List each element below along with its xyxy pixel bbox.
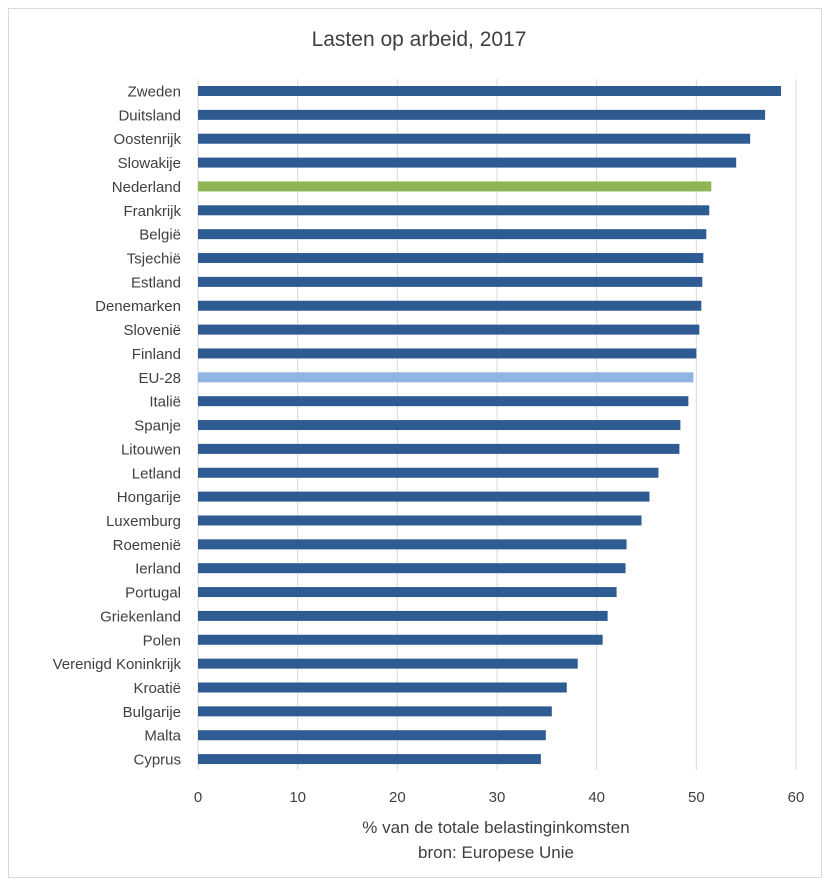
category-label-zweden: Zweden	[128, 84, 181, 101]
category-label-italie: Italië	[149, 394, 181, 411]
bars	[198, 86, 782, 765]
category-label-bulgarije: Bulgarije	[123, 704, 181, 721]
source-label: bron: Europese Unie	[418, 843, 574, 862]
category-label-nederland: Nederland	[112, 179, 181, 196]
bar-roemenie	[198, 539, 627, 550]
category-label-belgie: België	[139, 227, 181, 244]
category-label-griekenland: Griekenland	[100, 608, 181, 625]
x-tick-label: 50	[688, 789, 705, 806]
bar-griekenland	[198, 610, 608, 621]
category-label-kroatie: Kroatië	[133, 680, 181, 697]
x-tick-label: 40	[588, 789, 605, 806]
bar-ierland	[198, 563, 626, 574]
bar-tsjechie	[198, 253, 704, 264]
bar-litouwen	[198, 443, 680, 454]
bar-italie	[198, 396, 689, 407]
bar-nederland	[198, 181, 712, 192]
bar-hongarije	[198, 491, 650, 502]
chart-title: Lasten op arbeid, 2017	[312, 28, 527, 51]
category-labels: Zweden Duitsland Oostenrijk Slowakije Nederl…	[53, 84, 182, 769]
category-label-letland: Letland	[132, 465, 181, 482]
x-tick-labels: 0 10 20 30 40 50 60	[194, 789, 805, 806]
x-tick-label: 0	[194, 789, 202, 806]
category-label-roemenie: Roemenië	[113, 537, 181, 554]
bar-polen	[198, 634, 603, 645]
category-label-luxemburg: Luxemburg	[106, 513, 181, 530]
bar-eu-28	[198, 372, 694, 383]
bar-duitsland	[198, 109, 766, 120]
x-axis-label: % van de totale belastinginkomsten	[362, 818, 629, 837]
category-label-eu-28: EU-28	[138, 370, 181, 387]
bar-slovenie	[198, 324, 700, 335]
category-label-verenigd-koninkrijk: Verenigd Koninkrijk	[53, 656, 182, 673]
bar-denemarken	[198, 300, 702, 311]
bar-estland	[198, 276, 703, 287]
category-label-frankrijk: Frankrijk	[123, 203, 181, 220]
bar-finland	[198, 348, 697, 359]
bar-portugal	[198, 587, 617, 598]
bar-oostenrijk	[198, 133, 751, 144]
bar-malta	[198, 730, 546, 741]
bar-cyprus	[198, 754, 541, 765]
bar-letland	[198, 467, 659, 478]
bar-belgie	[198, 229, 707, 240]
category-label-slovenie: Slovenië	[123, 322, 181, 339]
bar-kroatie	[198, 682, 567, 693]
category-label-denemarken: Denemarken	[95, 298, 181, 315]
category-label-polen: Polen	[143, 632, 181, 649]
x-tick-label: 20	[389, 789, 406, 806]
category-label-litouwen: Litouwen	[121, 441, 181, 458]
bar-slowakije	[198, 157, 737, 168]
x-tick-label: 30	[489, 789, 506, 806]
x-tick-label: 60	[788, 789, 805, 806]
category-label-spanje: Spanje	[134, 418, 181, 435]
category-label-oostenrijk: Oostenrijk	[113, 131, 181, 148]
category-label-tsjechie: Tsjechië	[127, 251, 181, 268]
category-label-portugal: Portugal	[125, 585, 181, 602]
category-label-malta: Malta	[144, 728, 181, 745]
category-label-ierland: Ierland	[135, 561, 181, 578]
bar-frankrijk	[198, 205, 710, 216]
category-label-cyprus: Cyprus	[133, 752, 181, 769]
bar-spanje	[198, 420, 681, 431]
category-label-estland: Estland	[131, 274, 181, 291]
bar-bulgarije	[198, 706, 552, 717]
category-label-duitsland: Duitsland	[118, 107, 181, 124]
bar-verenigd-koninkrijk	[198, 658, 578, 669]
category-label-slowakije: Slowakije	[118, 155, 181, 172]
x-tick-label: 10	[289, 789, 306, 806]
bar-zweden	[198, 86, 782, 96]
category-label-hongarije: Hongarije	[117, 489, 181, 506]
category-label-finland: Finland	[132, 346, 181, 363]
bar-luxemburg	[198, 515, 642, 526]
